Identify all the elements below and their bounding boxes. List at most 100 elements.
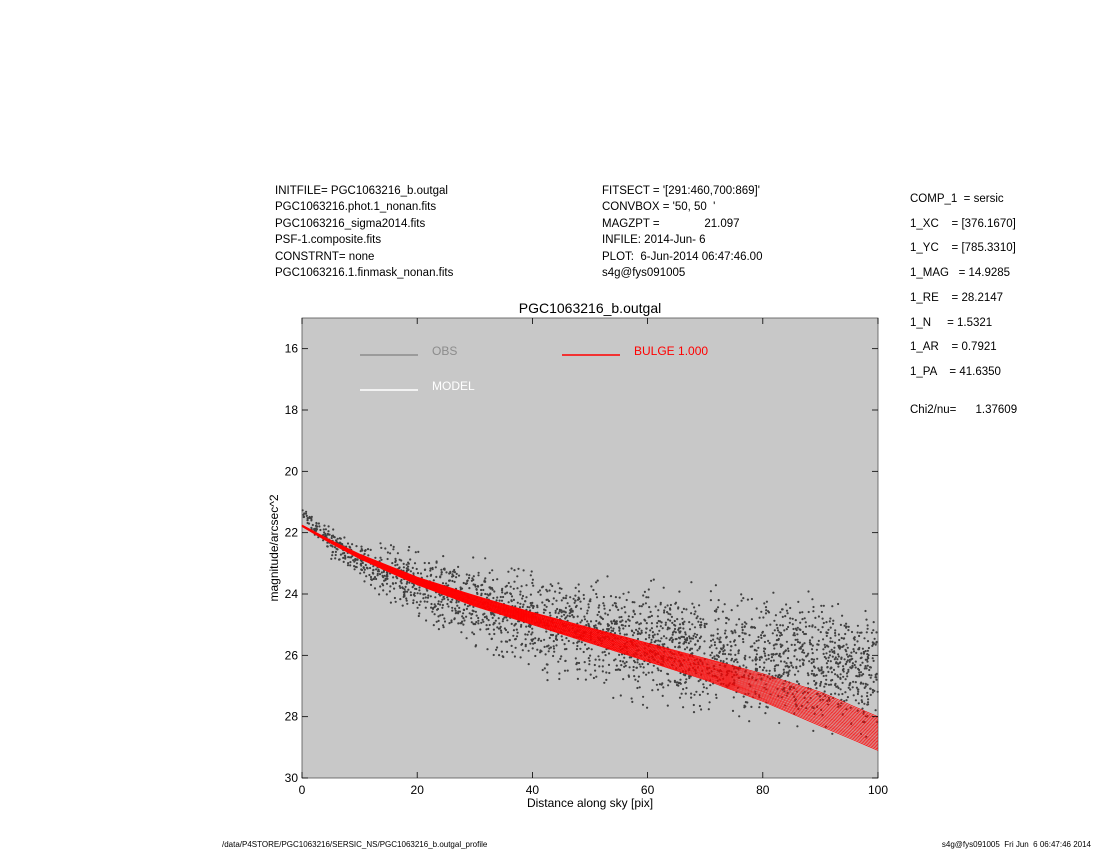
obs-point <box>867 698 870 701</box>
obs-point <box>500 599 504 602</box>
obs-point <box>644 619 647 622</box>
obs-point <box>669 637 672 640</box>
obs-point <box>527 625 530 628</box>
obs-point <box>804 621 807 624</box>
obs-point <box>866 627 869 630</box>
obs-point <box>729 640 732 643</box>
obs-point <box>670 615 674 619</box>
obs-point <box>322 528 325 531</box>
obs-point <box>545 605 548 608</box>
obs-point <box>537 591 540 594</box>
obs-point <box>669 613 672 616</box>
obs-point <box>793 655 796 658</box>
x-tick-label: 60 <box>641 783 655 797</box>
obs-point <box>334 550 337 554</box>
obs-point <box>592 588 595 592</box>
obs-point <box>741 628 744 632</box>
obs-point <box>525 596 528 599</box>
obs-point <box>533 641 537 645</box>
obs-point <box>532 584 535 587</box>
obs-point <box>716 632 719 635</box>
obs-point <box>453 568 456 572</box>
obs-point <box>598 665 601 668</box>
obs-point <box>667 618 670 621</box>
obs-point <box>841 614 844 617</box>
obs-point <box>399 586 402 590</box>
obs-point <box>674 631 677 634</box>
obs-point <box>594 669 597 672</box>
obs-point <box>738 618 741 621</box>
obs-point <box>443 617 446 620</box>
obs-point <box>401 587 404 590</box>
obs-point <box>755 653 759 656</box>
obs-point <box>846 646 849 649</box>
obs-point <box>342 556 345 560</box>
obs-point <box>544 653 547 656</box>
obs-point <box>576 644 579 648</box>
param-line: COMP_1 = sersic <box>910 193 1004 205</box>
obs-point <box>834 629 837 632</box>
obs-point <box>571 614 574 617</box>
obs-point <box>803 632 806 636</box>
header-mid-line: CONVBOX = '50, 50 ' <box>602 201 716 213</box>
plot-area <box>301 317 879 779</box>
obs-point <box>716 606 720 609</box>
obs-point <box>571 610 574 613</box>
obs-point <box>696 633 699 636</box>
obs-point <box>642 695 645 698</box>
obs-point <box>606 623 609 626</box>
obs-point <box>477 574 480 577</box>
obs-point <box>499 629 503 632</box>
obs-point <box>791 617 794 620</box>
obs-point <box>386 577 389 580</box>
obs-point <box>662 635 666 638</box>
obs-point <box>506 591 509 594</box>
obs-point <box>394 582 397 585</box>
obs-point <box>767 657 770 660</box>
obs-point <box>311 523 314 527</box>
obs-point <box>671 640 674 644</box>
obs-point <box>828 620 831 623</box>
obs-point <box>745 622 748 625</box>
obs-point <box>519 590 522 593</box>
obs-point <box>566 602 569 605</box>
obs-point <box>417 550 420 554</box>
obs-point <box>493 632 496 636</box>
obs-point <box>693 613 696 616</box>
obs-point <box>546 679 549 682</box>
obs-point <box>758 665 762 669</box>
obs-point <box>451 606 454 609</box>
legend: OBS MODEL BULGE 1.000 <box>360 344 708 393</box>
obs-point <box>531 631 534 634</box>
obs-point <box>511 651 514 654</box>
obs-point <box>548 589 551 592</box>
obs-point <box>822 621 825 625</box>
obs-point <box>587 647 590 650</box>
obs-point <box>360 548 363 551</box>
obs-point <box>794 638 797 641</box>
obs-point <box>336 537 339 540</box>
obs-point <box>560 655 563 658</box>
obs-point <box>662 586 665 589</box>
obs-point <box>457 574 461 577</box>
obs-point <box>423 600 426 603</box>
obs-point <box>644 631 648 634</box>
obs-point <box>767 610 770 613</box>
obs-point <box>560 611 563 614</box>
obs-point <box>519 593 522 596</box>
obs-point <box>532 642 535 645</box>
obs-point <box>485 596 489 599</box>
obs-point <box>379 585 382 588</box>
obs-point <box>517 567 520 570</box>
obs-point <box>369 548 372 552</box>
obs-point <box>648 606 651 609</box>
obs-point <box>631 634 635 637</box>
obs-point <box>430 606 433 609</box>
y-tick-label: 30 <box>285 771 299 785</box>
obs-point <box>545 630 548 633</box>
obs-point <box>855 674 858 678</box>
obs-point <box>803 617 806 620</box>
obs-point <box>682 688 685 691</box>
obs-point <box>699 635 703 638</box>
obs-point <box>859 631 862 634</box>
